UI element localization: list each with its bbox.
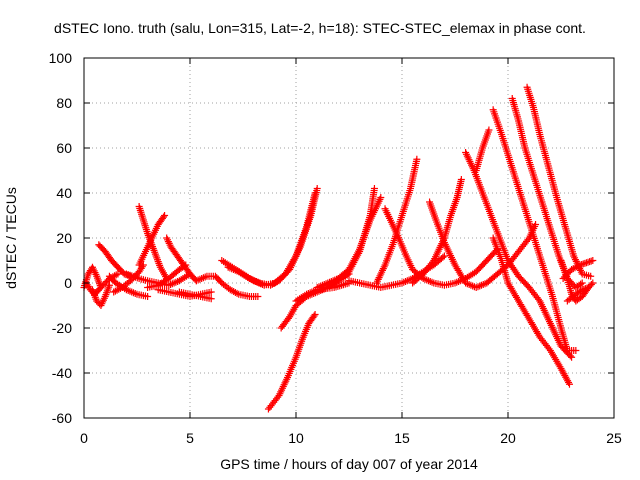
data-point [457, 176, 465, 183]
data-track [110, 261, 147, 296]
y-tick-label: 0 [64, 275, 72, 291]
data-marks [80, 83, 597, 413]
data-point [144, 293, 152, 300]
data-track [264, 311, 319, 413]
data-track [462, 149, 576, 361]
y-axis-label: dSTEC / TECUs [3, 187, 19, 289]
data-point [370, 185, 378, 192]
data-point [413, 155, 421, 163]
x-tick-label: 25 [606, 430, 622, 446]
axis-ticks: 0 5 10 15 20 25 -60 -40 -20 0 20 40 60 80 100 [49, 50, 622, 446]
data-point [105, 281, 113, 289]
data-point [311, 311, 319, 318]
data-track [409, 176, 465, 287]
data-point [585, 284, 593, 291]
data-point [313, 185, 321, 192]
data-point [577, 287, 585, 295]
y-tick-label: 100 [49, 50, 73, 66]
data-point [310, 312, 318, 320]
data-point [589, 279, 597, 287]
data-track [381, 205, 501, 289]
data-point [485, 126, 493, 134]
data-point [138, 263, 146, 271]
data-point [524, 236, 532, 244]
x-tick-label: 20 [500, 430, 516, 446]
data-point [587, 272, 595, 280]
data-track [95, 241, 135, 280]
data-track [563, 284, 593, 305]
chart-title: dSTEC Iono. truth (salu, Lon=315, Lat=-2… [54, 20, 586, 36]
data-track [472, 126, 493, 174]
x-axis-label: GPS time / hours of day 007 of year 2014 [220, 456, 478, 472]
data-track [224, 185, 321, 289]
x-tick-label: 0 [80, 430, 88, 446]
data-point [254, 293, 262, 300]
data-point [233, 289, 241, 297]
data-point [161, 212, 169, 219]
y-tick-label: -20 [52, 320, 72, 336]
data-track [175, 288, 215, 303]
data-point [207, 288, 215, 296]
data-point [578, 279, 586, 287]
data-track [135, 212, 169, 269]
data-point [589, 257, 597, 264]
x-tick-label: 10 [288, 430, 304, 446]
data-track [489, 106, 580, 354]
data-point [114, 270, 122, 278]
data-track [559, 257, 597, 282]
x-tick-label: 5 [186, 430, 194, 446]
data-point [532, 221, 540, 228]
data-point [440, 252, 448, 260]
data-track [489, 234, 573, 388]
y-tick-label: 20 [56, 230, 72, 246]
data-track [163, 234, 200, 285]
data-point [565, 380, 573, 388]
data-point [574, 262, 582, 270]
y-tick-label: 80 [56, 95, 72, 111]
data-track [324, 194, 385, 289]
data-point [572, 347, 580, 354]
data-point [534, 295, 542, 303]
y-tick-label: -60 [52, 410, 72, 426]
y-tick-label: 40 [56, 185, 72, 201]
data-point [112, 271, 120, 279]
y-tick-label: 60 [56, 140, 72, 156]
data-track [277, 270, 353, 332]
y-tick-label: -40 [52, 365, 72, 381]
data-point [207, 295, 215, 303]
data-track [426, 198, 540, 291]
data-point [428, 258, 436, 266]
data-point [568, 353, 576, 361]
data-track [192, 272, 262, 300]
x-tick-label: 15 [394, 430, 410, 446]
grid-lines [84, 58, 614, 418]
data-point [577, 280, 585, 288]
data-point [566, 352, 574, 360]
data-point [160, 213, 167, 221]
data-point [439, 253, 447, 261]
data-track [373, 155, 421, 287]
data-point [377, 194, 385, 201]
